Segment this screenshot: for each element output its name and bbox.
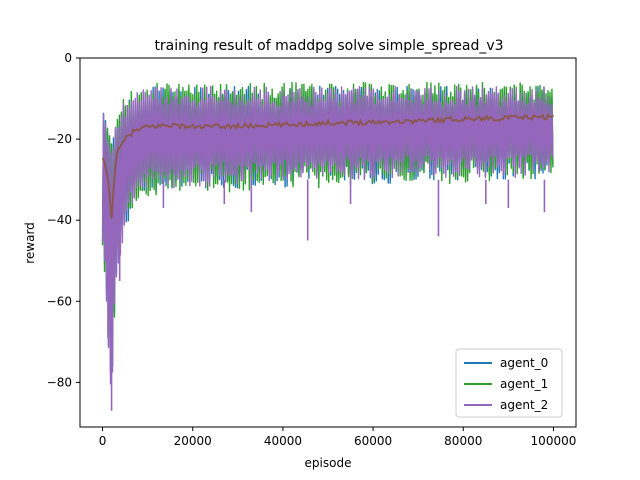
- x-tick-label: 0: [99, 434, 107, 448]
- x-tick-label: 40000: [264, 434, 302, 448]
- series-band-agent_2: [101, 85, 554, 385]
- series-lines: [101, 113, 555, 219]
- x-axis-label: episode: [305, 456, 352, 470]
- y-tick-label: −80: [47, 375, 72, 389]
- x-tick-label: 100000: [531, 434, 577, 448]
- plot-area: [101, 81, 554, 385]
- x-tick-label: 60000: [354, 434, 392, 448]
- legend-box: [455, 348, 563, 418]
- x-tick-label: 80000: [444, 434, 482, 448]
- legend-label-agent_0: agent_0: [500, 356, 548, 370]
- x-ticks: 0 20000 40000 60000 80000 100000: [99, 427, 577, 448]
- axes-frame: [79, 57, 577, 428]
- y-axis-label: reward: [23, 222, 37, 264]
- series-line-mean: [101, 113, 555, 219]
- legend-label-agent_2: agent_2: [500, 398, 548, 412]
- y-tick-label: 0: [64, 51, 72, 65]
- x-tick-label: 20000: [174, 434, 212, 448]
- y-tick-label: −20: [47, 132, 72, 146]
- y-ticks: 0 −20 −40 −60 −80: [47, 51, 80, 389]
- y-tick-label: −40: [47, 213, 72, 227]
- chart-title: training result of maddpg solve simple_s…: [154, 38, 503, 54]
- y-tick-label: −60: [47, 294, 72, 308]
- legend: agent_0 agent_1 agent_2: [455, 348, 563, 418]
- legend-label-agent_1: agent_1: [500, 377, 548, 391]
